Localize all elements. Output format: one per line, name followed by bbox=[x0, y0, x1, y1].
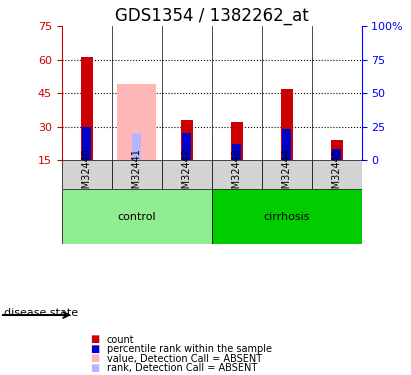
Text: GSM32442: GSM32442 bbox=[182, 148, 192, 201]
FancyBboxPatch shape bbox=[162, 160, 212, 189]
Bar bbox=[132, 134, 141, 160]
Text: disease state: disease state bbox=[4, 308, 78, 318]
Title: GDS1354 / 1382262_at: GDS1354 / 1382262_at bbox=[115, 7, 309, 25]
Text: GSM32441: GSM32441 bbox=[132, 148, 142, 201]
Text: ■: ■ bbox=[90, 353, 100, 363]
Bar bbox=[180, 120, 193, 160]
Text: percentile rank within the sample: percentile rank within the sample bbox=[107, 345, 272, 354]
Text: GSM32444: GSM32444 bbox=[282, 148, 292, 201]
FancyBboxPatch shape bbox=[62, 189, 212, 244]
Bar bbox=[82, 127, 91, 160]
FancyBboxPatch shape bbox=[62, 160, 112, 189]
Bar bbox=[332, 149, 341, 160]
Bar bbox=[282, 129, 291, 160]
Bar bbox=[330, 140, 343, 160]
Text: cirrhosis: cirrhosis bbox=[263, 211, 310, 222]
Text: GSM32440: GSM32440 bbox=[82, 148, 92, 201]
FancyBboxPatch shape bbox=[262, 160, 312, 189]
Text: control: control bbox=[118, 211, 156, 222]
FancyBboxPatch shape bbox=[212, 189, 362, 244]
FancyBboxPatch shape bbox=[212, 160, 262, 189]
Bar bbox=[182, 134, 191, 160]
FancyBboxPatch shape bbox=[312, 160, 362, 189]
Text: value, Detection Call = ABSENT: value, Detection Call = ABSENT bbox=[107, 354, 262, 364]
Bar bbox=[232, 144, 241, 160]
Text: ■: ■ bbox=[90, 363, 100, 372]
Text: ■: ■ bbox=[90, 334, 100, 344]
Text: GSM32445: GSM32445 bbox=[332, 148, 342, 201]
Text: count: count bbox=[107, 335, 134, 345]
FancyBboxPatch shape bbox=[112, 160, 162, 189]
Bar bbox=[81, 57, 93, 160]
Bar bbox=[231, 122, 243, 160]
Bar bbox=[281, 89, 293, 160]
Text: GSM32443: GSM32443 bbox=[232, 148, 242, 201]
Text: ■: ■ bbox=[90, 344, 100, 354]
Text: rank, Detection Call = ABSENT: rank, Detection Call = ABSENT bbox=[107, 363, 257, 373]
Bar bbox=[118, 84, 156, 160]
